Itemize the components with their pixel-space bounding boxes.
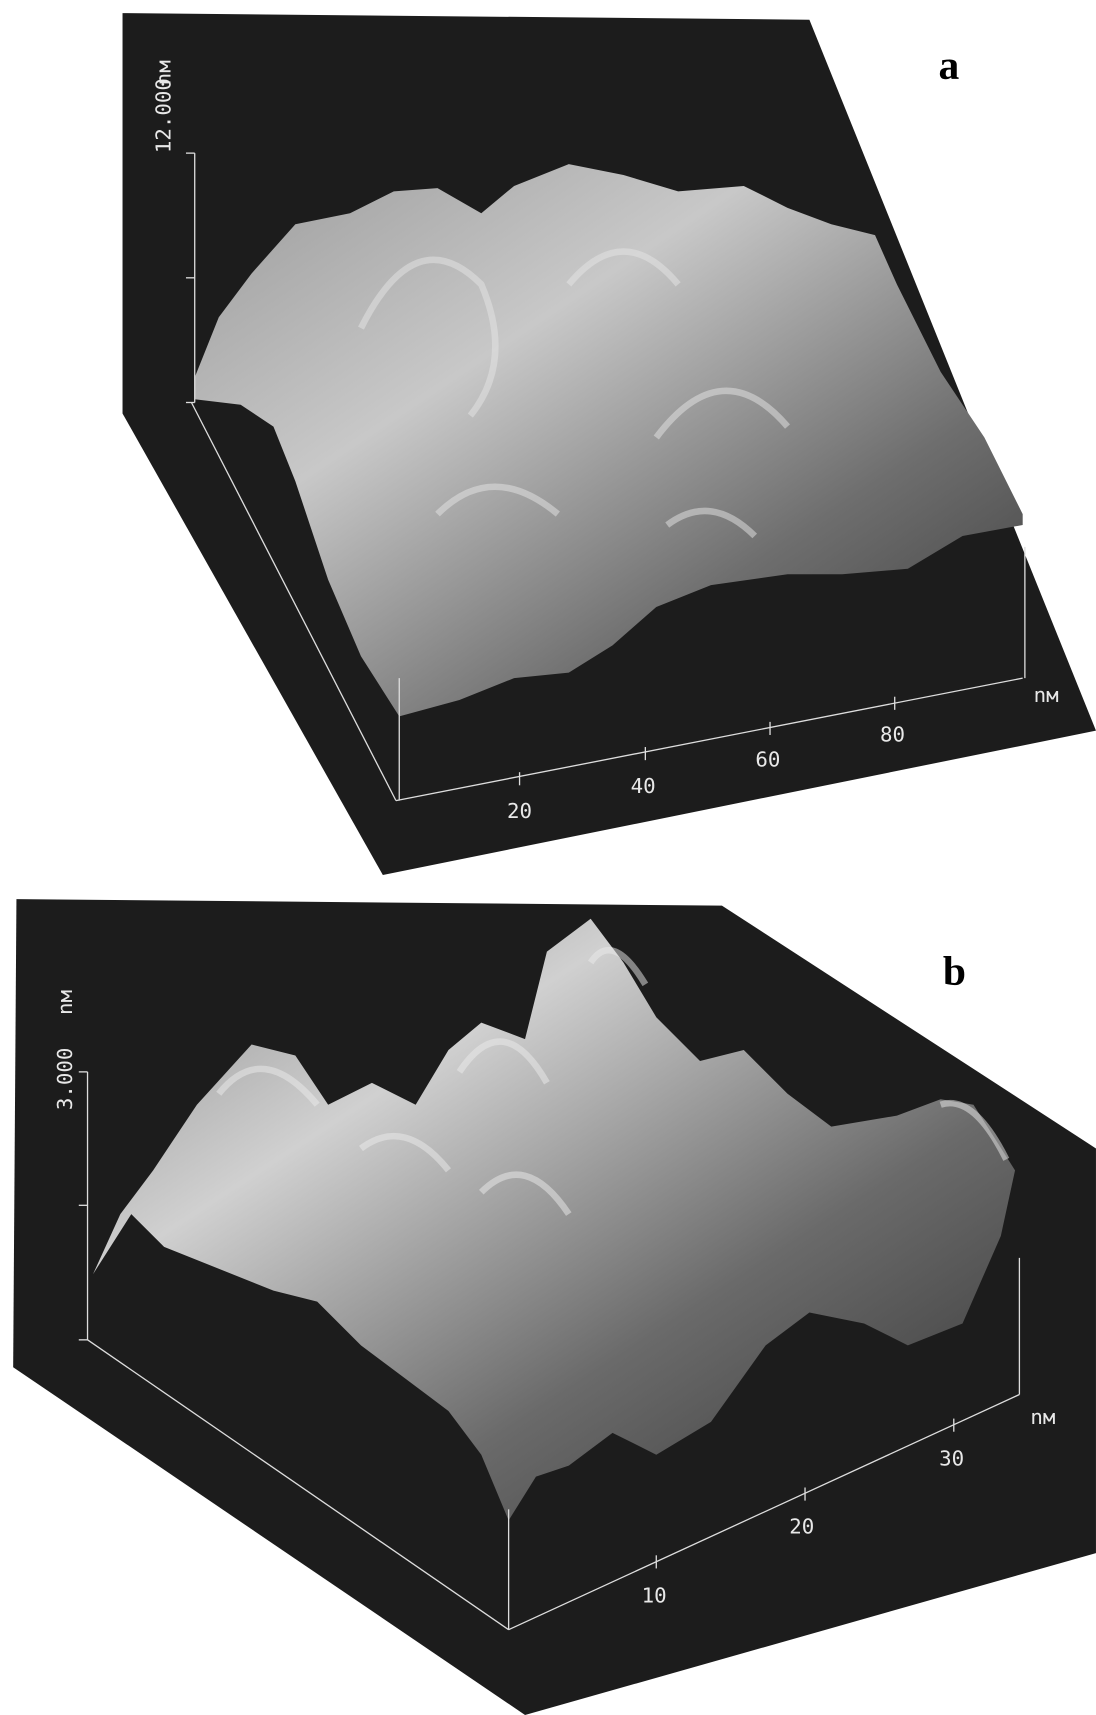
figure: 12.000 nм nм a 20 40 60 80 3.000 nм nм b 10… bbox=[0, 0, 1096, 1715]
z-tick-label: 12.000 bbox=[152, 78, 176, 153]
panel-label: b bbox=[943, 947, 966, 993]
x-tick-label: 30 bbox=[939, 1447, 964, 1471]
x-tick-label: 20 bbox=[507, 799, 532, 823]
x-tick-label: 20 bbox=[789, 1514, 814, 1538]
x-unit: nм bbox=[1034, 683, 1059, 707]
x-tick-label: 80 bbox=[880, 723, 905, 747]
panel-b: 3.000 nм nм b 10 20 30 bbox=[13, 899, 1096, 1715]
panel-label: a bbox=[938, 42, 959, 88]
x-tick-label: 40 bbox=[631, 774, 656, 798]
z-unit: nм bbox=[152, 60, 176, 85]
x-tick-label: 60 bbox=[755, 748, 780, 772]
x-tick-label: 10 bbox=[642, 1583, 667, 1607]
z-tick-label: 3.000 bbox=[53, 1048, 77, 1111]
page: 12.000 nм nм a 20 40 60 80 3.000 nм nм b 10… bbox=[0, 0, 1096, 1715]
x-unit: nм bbox=[1030, 1405, 1055, 1429]
panel-a: 12.000 nм nм a 20 40 60 80 bbox=[123, 13, 1096, 875]
z-unit: nм bbox=[53, 990, 77, 1015]
